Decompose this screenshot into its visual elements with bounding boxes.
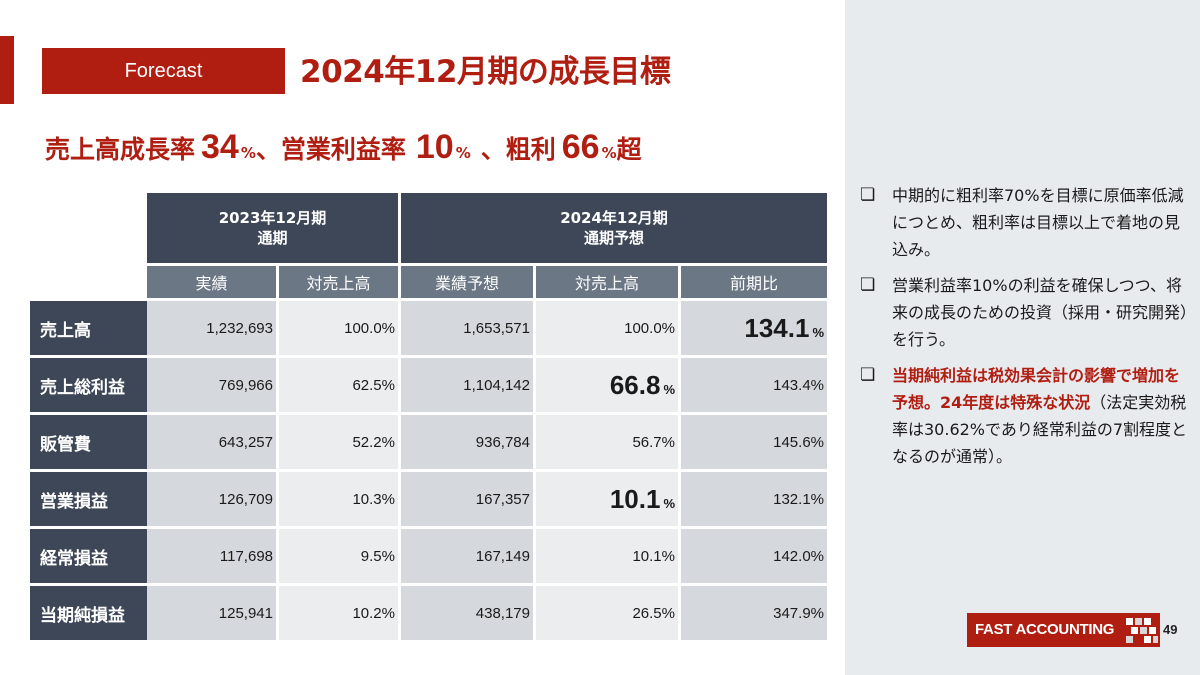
left-accent-bar — [0, 36, 14, 104]
header-row-periods: 2023年12月期 通期 2024年12月期 通期予想 — [30, 193, 827, 263]
col-header-ratio-2023: 対売上高 — [279, 266, 398, 298]
row-label: 売上総利益 — [30, 358, 147, 412]
checkbox-icon: ❏ — [860, 275, 876, 295]
highlight-value: 134.1 — [744, 312, 810, 343]
logo-text: FAST ACCOUNTING — [967, 613, 1123, 647]
bullet-text: 中期的に粗利率70%を目標に原価率低減につとめ、粗利率は目標以上で着地の見込み。 — [892, 186, 1184, 259]
bullet-text: 営業利益率10%の利益を確保しつつ、将来の成長のための投資（採用・研究開発）を行… — [892, 276, 1189, 349]
cell-ratio-2024: 56.7% — [536, 415, 678, 469]
cell-ratio-2024: 10.1% — [536, 472, 678, 526]
right-panel — [845, 0, 1200, 675]
row-label: 営業損益 — [30, 472, 147, 526]
table-row: 営業損益 126,709 10.3% 167,357 10.1% 132.1% — [30, 472, 827, 526]
cell-forecast: 167,357 — [401, 472, 533, 526]
cell-actual: 117,698 — [147, 529, 276, 583]
page-number: 49 — [1163, 622, 1178, 637]
table-row: 当期純損益 125,941 10.2% 438,179 26.5% 347.9% — [30, 586, 827, 640]
headline-unit-growth: % — [240, 144, 256, 162]
cell-ratio-2024: 100.0% — [536, 301, 678, 355]
bullet-list: ❏ 中期的に粗利率70%を目標に原価率低減につとめ、粗利率は目標以上で着地の見込… — [860, 182, 1190, 479]
forecast-tag: Forecast — [42, 48, 285, 94]
headline-value-gross-margin: 66 — [561, 128, 600, 166]
cell-yoy: 143.4% — [681, 358, 827, 412]
cell-actual: 126,709 — [147, 472, 276, 526]
cell-yoy: 142.0% — [681, 529, 827, 583]
cell-ratio-2023: 52.2% — [279, 415, 398, 469]
cell-ratio-2023: 10.2% — [279, 586, 398, 640]
headline-unit-op-margin: % — [455, 144, 471, 162]
headline-unit-gross-margin: % — [601, 144, 617, 162]
bullet-item: ❏ 当期純利益は税効果会計の影響で増加を予想。24年度は特殊な状況（法定実効税率… — [860, 362, 1190, 470]
period-2024-header: 2024年12月期 通期予想 — [401, 193, 827, 263]
cell-ratio-2024: 26.5% — [536, 586, 678, 640]
percent-unit: % — [663, 381, 675, 397]
cell-yoy: 134.1% — [681, 301, 827, 355]
table-row: 売上総利益 769,966 62.5% 1,104,142 66.8% 143.4% — [30, 358, 827, 412]
highlight-value: 10.1 — [609, 483, 661, 514]
table-row: 経常損益 117,698 9.5% 167,149 10.1% 142.0% — [30, 529, 827, 583]
bullet-text: 当期純利益は税効果会計の影響で増加を予想。24年度は特殊な状況（法定実効税率は3… — [892, 362, 1190, 470]
percent-unit: % — [663, 495, 675, 511]
cell-actual: 769,966 — [147, 358, 276, 412]
bullet-text-rest: （法定実効税率は30.62%であり経常利益の7割程度となるのが通常）。 — [892, 393, 1188, 466]
checkbox-icon: ❏ — [860, 185, 876, 205]
col-header-forecast: 業績予想 — [401, 266, 533, 298]
col-header-actual: 実績 — [147, 266, 276, 298]
table-row: 販管費 643,257 52.2% 936,784 56.7% 145.6% — [30, 415, 827, 469]
cell-ratio-2023: 10.3% — [279, 472, 398, 526]
table-row: 売上高 1,232,693 100.0% 1,653,571 100.0% 134.1% — [30, 301, 827, 355]
headline-label-gross-margin: 、粗利 — [480, 135, 556, 164]
row-label: 販管費 — [30, 415, 147, 469]
period-2023-header: 2023年12月期 通期 — [147, 193, 398, 263]
checkbox-icon: ❏ — [860, 365, 876, 385]
cell-forecast: 438,179 — [401, 586, 533, 640]
cell-yoy: 145.6% — [681, 415, 827, 469]
row-label: 当期純損益 — [30, 586, 147, 640]
company-logo: FAST ACCOUNTING — [967, 613, 1161, 647]
cell-yoy: 347.9% — [681, 586, 827, 640]
headline-value-op-margin: 10 — [415, 128, 454, 166]
headline-value-growth: 34 — [201, 128, 239, 166]
cell-yoy: 132.1% — [681, 472, 827, 526]
row-label: 売上高 — [30, 301, 147, 355]
header-row-columns: 実績 対売上高 業績予想 対売上高 前期比 — [30, 266, 827, 298]
headline-suffix: 超 — [616, 135, 642, 164]
bullet-highlight: 当期純利益は税効果会計の影響で増加を予想。24年度は特殊な状況 — [892, 366, 1181, 412]
cell-ratio-2024: 66.8% — [536, 358, 678, 412]
cell-ratio-2023: 62.5% — [279, 358, 398, 412]
cell-forecast: 1,104,142 — [401, 358, 533, 412]
headline-label-op-margin: 、営業利益率 — [255, 135, 406, 164]
cell-actual: 1,232,693 — [147, 301, 276, 355]
cell-ratio-2024: 10.1% — [536, 529, 678, 583]
headline: 売上高成長率 34 % 、営業利益率 10 % 、粗利 66 % 超 — [45, 128, 642, 176]
col-header-ratio-2024: 対売上高 — [536, 266, 678, 298]
cell-ratio-2023: 100.0% — [279, 301, 398, 355]
cell-actual: 125,941 — [147, 586, 276, 640]
row-label: 経常損益 — [30, 529, 147, 583]
logo-pixel-mark-icon — [1122, 613, 1161, 647]
bullet-item: ❏ 中期的に粗利率70%を目標に原価率低減につとめ、粗利率は目標以上で着地の見込… — [860, 182, 1190, 263]
cell-actual: 643,257 — [147, 415, 276, 469]
headline-label-growth: 売上高成長率 — [45, 135, 196, 164]
bullet-item: ❏ 営業利益率10%の利益を確保しつつ、将来の成長のための投資（採用・研究開発）… — [860, 272, 1190, 353]
cell-forecast: 167,149 — [401, 529, 533, 583]
highlight-value: 66.8 — [609, 369, 661, 400]
cell-ratio-2023: 9.5% — [279, 529, 398, 583]
forecast-table: 2023年12月期 通期 2024年12月期 通期予想 実績 対売上高 業績予想 対… — [30, 193, 827, 640]
page-title: 2024年12月期の成長目標 — [300, 54, 671, 90]
col-header-yoy: 前期比 — [681, 266, 827, 298]
percent-unit: % — [812, 324, 824, 340]
table-body: 売上高 1,232,693 100.0% 1,653,571 100.0% 134.1% 売… — [30, 298, 827, 640]
cell-forecast: 936,784 — [401, 415, 533, 469]
cell-forecast: 1,653,571 — [401, 301, 533, 355]
